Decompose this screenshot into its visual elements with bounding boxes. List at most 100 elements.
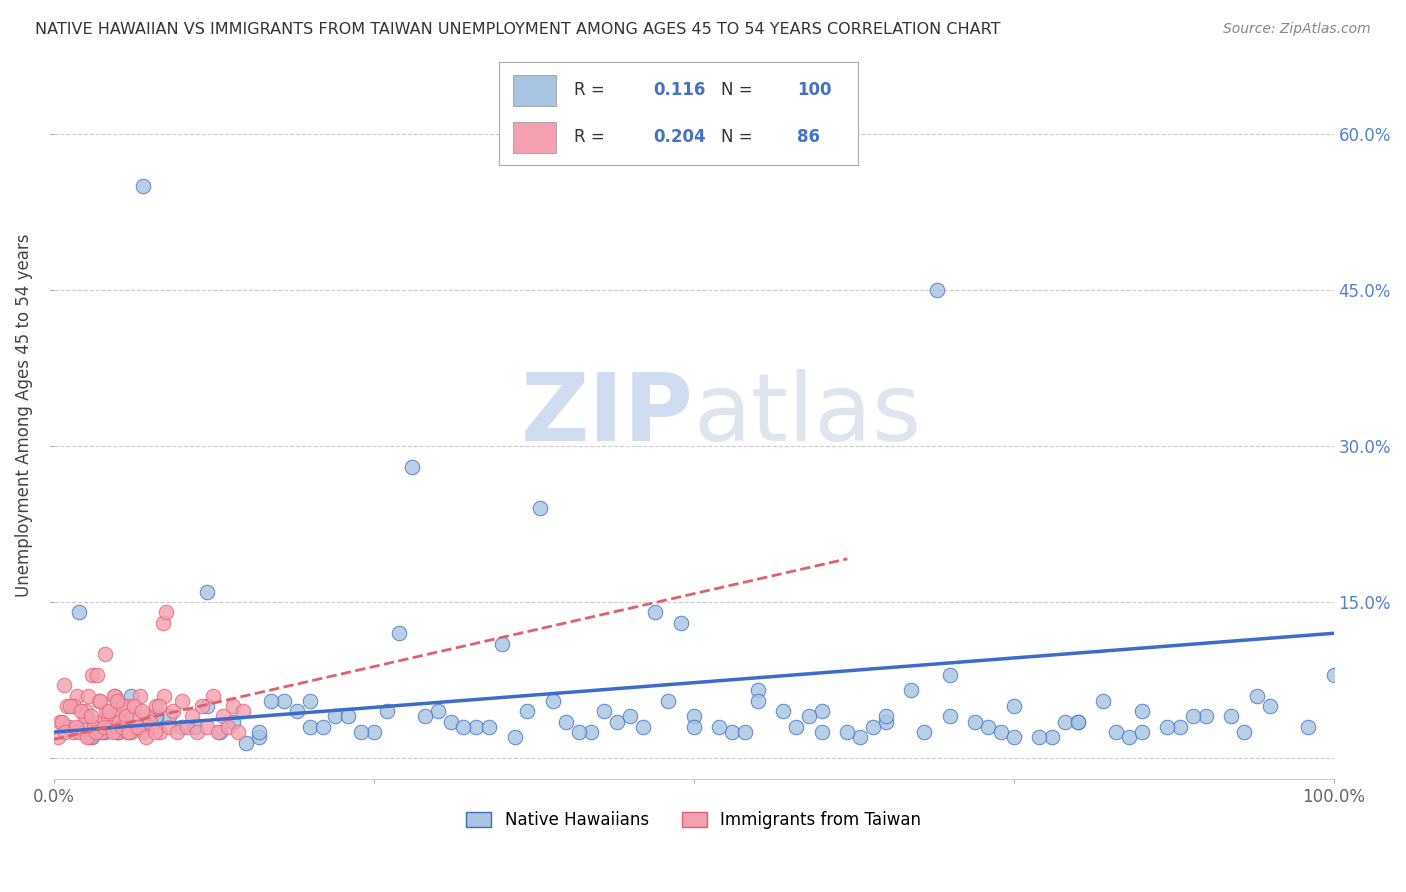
Point bbox=[478, 720, 501, 734]
Point bbox=[90, 725, 112, 739]
Text: N =: N = bbox=[721, 81, 754, 99]
Point bbox=[207, 725, 229, 739]
Point bbox=[145, 699, 167, 714]
Point bbox=[107, 725, 129, 739]
Point bbox=[76, 731, 98, 745]
Point bbox=[105, 694, 128, 708]
Point bbox=[83, 720, 105, 734]
Point bbox=[98, 720, 121, 734]
Point bbox=[107, 725, 129, 739]
Point bbox=[682, 720, 704, 734]
Point bbox=[1181, 709, 1204, 723]
Point bbox=[1092, 694, 1115, 708]
Point bbox=[91, 725, 114, 739]
Point bbox=[554, 714, 576, 729]
Point bbox=[1296, 720, 1319, 734]
Point bbox=[73, 709, 96, 723]
Point bbox=[155, 606, 177, 620]
Point bbox=[97, 704, 120, 718]
Point bbox=[247, 731, 270, 745]
Point bbox=[810, 704, 832, 718]
Point bbox=[747, 694, 769, 708]
Point bbox=[465, 720, 488, 734]
Y-axis label: Unemployment Among Ages 45 to 54 years: Unemployment Among Ages 45 to 54 years bbox=[15, 233, 32, 597]
Point bbox=[965, 714, 987, 729]
Point bbox=[143, 725, 166, 739]
Point bbox=[62, 725, 84, 739]
Point bbox=[89, 694, 111, 708]
Point bbox=[900, 683, 922, 698]
Text: 0.204: 0.204 bbox=[654, 128, 706, 146]
Point bbox=[103, 689, 125, 703]
Point bbox=[120, 725, 142, 739]
Point bbox=[222, 699, 245, 714]
Point bbox=[59, 699, 82, 714]
Point bbox=[1156, 720, 1178, 734]
Point bbox=[157, 720, 180, 734]
Point bbox=[153, 689, 176, 703]
Point bbox=[631, 720, 654, 734]
Point bbox=[131, 704, 153, 718]
Point bbox=[101, 725, 124, 739]
Point bbox=[157, 709, 180, 723]
Point bbox=[170, 694, 193, 708]
Point bbox=[107, 725, 129, 739]
Point bbox=[747, 683, 769, 698]
Point bbox=[721, 725, 744, 739]
Point bbox=[453, 720, 475, 734]
Point bbox=[990, 725, 1012, 739]
Point bbox=[260, 694, 283, 708]
Point bbox=[108, 714, 131, 729]
Point bbox=[285, 704, 308, 718]
Point bbox=[837, 725, 859, 739]
Point bbox=[1028, 731, 1050, 745]
Point bbox=[51, 714, 73, 729]
Point bbox=[63, 699, 86, 714]
Point bbox=[49, 714, 72, 729]
Point bbox=[862, 720, 884, 734]
Point bbox=[977, 720, 1000, 734]
Text: 100: 100 bbox=[797, 81, 831, 99]
Point bbox=[529, 501, 551, 516]
Point bbox=[797, 709, 820, 723]
Point bbox=[67, 725, 90, 739]
Point bbox=[117, 699, 139, 714]
Text: atlas: atlas bbox=[693, 368, 922, 461]
Point bbox=[84, 725, 107, 739]
Point bbox=[439, 714, 461, 729]
Point bbox=[149, 725, 172, 739]
Text: ZIP: ZIP bbox=[520, 368, 693, 461]
Text: 0.116: 0.116 bbox=[654, 81, 706, 99]
Point bbox=[1130, 704, 1153, 718]
Point bbox=[644, 606, 666, 620]
Point bbox=[222, 714, 245, 729]
Point bbox=[197, 584, 219, 599]
Point bbox=[96, 704, 118, 718]
Point bbox=[363, 725, 385, 739]
Point bbox=[127, 720, 149, 734]
Point bbox=[87, 694, 110, 708]
Point bbox=[581, 725, 603, 739]
Point bbox=[170, 720, 193, 734]
Point bbox=[94, 647, 117, 661]
Point bbox=[657, 694, 679, 708]
Point bbox=[426, 704, 449, 718]
Point bbox=[491, 637, 513, 651]
Point bbox=[1053, 714, 1076, 729]
Point bbox=[83, 714, 105, 729]
Point bbox=[135, 731, 157, 745]
Point bbox=[148, 699, 170, 714]
Point bbox=[46, 731, 69, 745]
Text: N =: N = bbox=[721, 128, 754, 146]
Point bbox=[120, 689, 142, 703]
Point bbox=[541, 694, 564, 708]
Point bbox=[55, 699, 77, 714]
Point bbox=[94, 725, 117, 739]
Point bbox=[97, 709, 120, 723]
Point bbox=[606, 714, 628, 729]
Point bbox=[176, 720, 198, 734]
Point bbox=[593, 704, 616, 718]
Point bbox=[925, 283, 948, 297]
Point bbox=[311, 720, 333, 734]
Point bbox=[67, 606, 90, 620]
